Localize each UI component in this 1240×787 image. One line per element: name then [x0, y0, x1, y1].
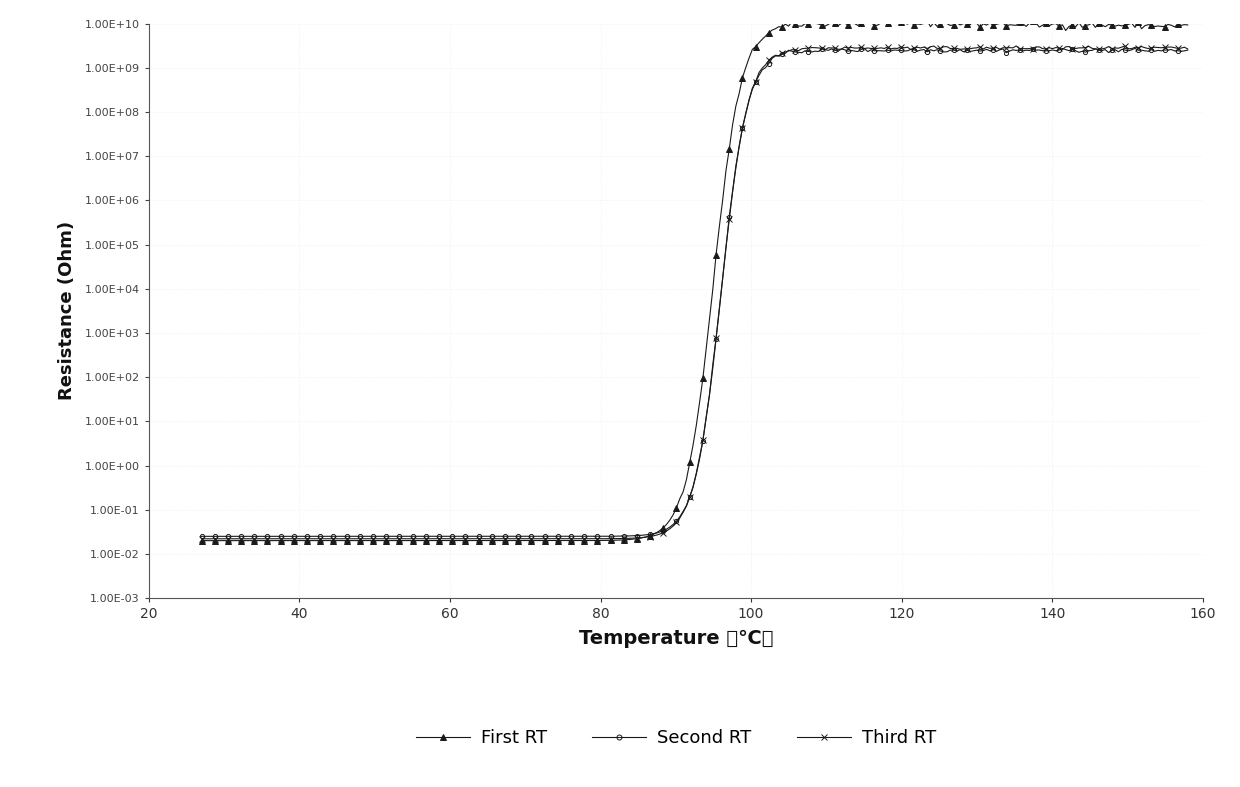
- Second RT: [193, 532, 208, 541]
- First RT: [1180, 20, 1195, 30]
- Third RT: [777, 47, 792, 57]
- First RT: [781, 21, 796, 31]
- Third RT: [1009, 41, 1024, 50]
- Line: First RT: First RT: [198, 16, 1190, 543]
- Second RT: [197, 532, 212, 541]
- Second RT: [1180, 46, 1195, 55]
- First RT: [1091, 19, 1106, 28]
- Second RT: [1087, 44, 1102, 54]
- Second RT: [797, 46, 812, 56]
- Second RT: [777, 49, 792, 58]
- Third RT: [197, 534, 212, 544]
- Third RT: [781, 46, 796, 56]
- First RT: [777, 20, 792, 29]
- Legend: First RT, Second RT, Third RT: First RT, Second RT, Third RT: [409, 722, 942, 755]
- X-axis label: Temperature （℃）: Temperature （℃）: [579, 630, 773, 648]
- First RT: [193, 536, 208, 545]
- Second RT: [781, 46, 796, 55]
- First RT: [883, 13, 898, 23]
- Third RT: [1028, 42, 1043, 52]
- First RT: [797, 19, 812, 28]
- Third RT: [1091, 45, 1106, 54]
- Line: Second RT: Second RT: [200, 46, 1190, 538]
- Line: Third RT: Third RT: [198, 43, 1190, 541]
- First RT: [1028, 18, 1043, 28]
- Third RT: [797, 43, 812, 53]
- Second RT: [1025, 45, 1040, 54]
- Third RT: [193, 534, 208, 544]
- First RT: [197, 536, 212, 545]
- Second RT: [1127, 44, 1142, 54]
- Y-axis label: Resistance (Ohm): Resistance (Ohm): [58, 221, 77, 401]
- Third RT: [1180, 44, 1195, 54]
